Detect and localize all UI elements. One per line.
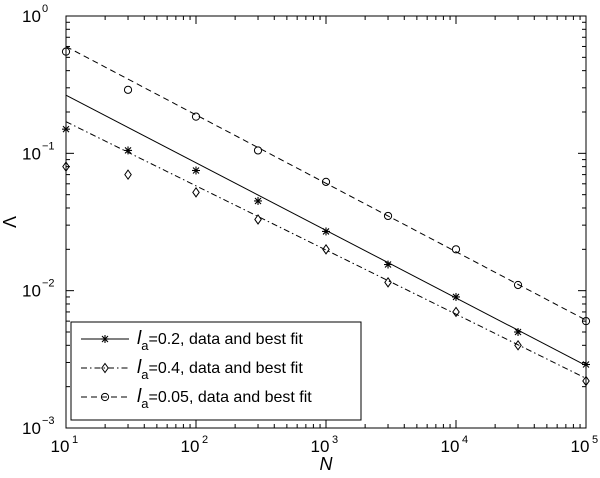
- series-layer: [61, 46, 591, 387]
- data-point-circle: [451, 245, 461, 254]
- data-point-circle: [100, 392, 110, 402]
- best-fit-line: [65, 46, 587, 321]
- data-point-star: [62, 125, 70, 134]
- data-point-diamond: [192, 186, 200, 198]
- star-stroke: [452, 293, 460, 301]
- x-tick-label: 10: [571, 437, 590, 456]
- data-point-diamond: [101, 362, 109, 374]
- series-diamond: [62, 121, 590, 387]
- data-point-star: [124, 146, 133, 155]
- star-stroke: [124, 147, 132, 154]
- data-point-circle: [191, 112, 201, 121]
- data-point-circle: [253, 146, 263, 155]
- data-point-star: [384, 260, 393, 269]
- data-point-circle: [581, 317, 591, 326]
- legend-text: =0.2, data and best fit: [148, 331, 303, 348]
- y-tick-label: 10: [22, 419, 41, 438]
- x-tick-label: 10: [181, 437, 200, 456]
- data-point-diamond: [254, 214, 262, 225]
- legend-subscript: a: [141, 367, 149, 382]
- y-tick-exponent: −2: [42, 278, 55, 290]
- legend-text: =0.05, data and best fit: [148, 389, 312, 406]
- x-tick-exponent: 5: [592, 434, 598, 446]
- legend-entry: la=0.4, data and best fit: [81, 357, 303, 382]
- star-stroke: [192, 167, 200, 174]
- data-point-diamond: [124, 169, 132, 180]
- data-point-circle: [321, 177, 331, 186]
- x-tick-exponent: 1: [72, 434, 78, 446]
- data-point-diamond: [514, 339, 522, 351]
- series-circle: [61, 46, 591, 326]
- data-point-star: [254, 196, 263, 205]
- legend-label: la=0.4, data and best fit: [137, 357, 303, 382]
- star-stroke: [62, 125, 70, 133]
- data-point-circle: [383, 211, 393, 221]
- data-point-circle: [513, 280, 523, 290]
- star-stroke: [254, 197, 262, 205]
- data-point-diamond: [322, 243, 330, 255]
- data-point-star: [514, 328, 523, 337]
- star-stroke: [101, 335, 109, 343]
- legend-label: la=0.05, data and best fit: [137, 386, 312, 411]
- x-axis-title: N: [320, 454, 334, 474]
- star-stroke: [322, 228, 330, 235]
- best-fit-line: [65, 121, 587, 379]
- data-point-circle: [123, 85, 133, 94]
- data-point-star: [192, 166, 200, 175]
- star-stroke: [514, 328, 522, 336]
- data-point-diamond: [62, 161, 70, 173]
- y-tick-label: 10: [22, 144, 41, 163]
- data-point-diamond: [452, 306, 460, 318]
- y-tick-exponent: 0: [42, 3, 48, 15]
- y-tick-label: 10: [22, 282, 41, 301]
- x-tick-label: 10: [441, 437, 460, 456]
- x-tick-label: 10: [311, 437, 330, 456]
- data-point-diamond: [384, 276, 392, 288]
- legend-symbol: l: [137, 357, 142, 378]
- legend-text: =0.4, data and best fit: [148, 360, 303, 377]
- series-star: [62, 94, 590, 369]
- star-stroke: [384, 261, 392, 268]
- y-tick-exponent: −3: [42, 415, 55, 427]
- legend-box: [70, 321, 362, 421]
- data-point-star: [322, 227, 330, 236]
- legend-label: la=0.2, data and best fit: [137, 328, 303, 353]
- data-point-star: [101, 335, 109, 343]
- y-axis-title: Λ: [0, 216, 20, 228]
- data-point-circle: [61, 47, 71, 56]
- data-point-star: [582, 360, 590, 369]
- data-point-star: [452, 292, 460, 301]
- legend-subscript: a: [141, 338, 149, 353]
- legend-symbol: l: [137, 386, 142, 407]
- star-stroke: [582, 361, 590, 368]
- x-tick-exponent: 2: [202, 434, 208, 446]
- x-tick-exponent: 4: [462, 434, 468, 446]
- legend-entry: la=0.05, data and best fit: [81, 386, 312, 411]
- legend-entry: la=0.2, data and best fit: [81, 328, 303, 353]
- y-tick-label: 10: [22, 7, 41, 26]
- data-point-diamond: [582, 375, 590, 387]
- plot-area: 10 1 10 2 10 3 10 4 10 510 −310 −210 −110 0: [22, 3, 598, 456]
- legend-symbol: l: [137, 328, 142, 349]
- y-tick-exponent: −1: [42, 140, 55, 152]
- x-tick-exponent: 3: [332, 434, 338, 446]
- legend-subscript: a: [141, 396, 149, 411]
- x-tick-label: 10: [51, 437, 70, 456]
